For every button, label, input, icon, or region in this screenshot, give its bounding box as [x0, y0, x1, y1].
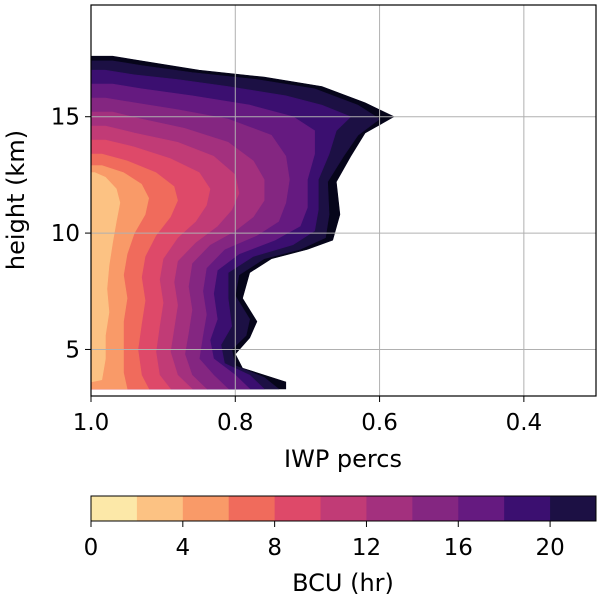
- x-tick-label: 1.0: [73, 410, 110, 436]
- colorbar-ticks: 0 4 8 12 16 20: [84, 521, 565, 561]
- colorbar-tick-label: 20: [535, 535, 564, 561]
- plot-frame: [90, 4, 597, 397]
- colorbar-segment: [274, 496, 322, 521]
- colorbar-frame: [90, 495, 597, 522]
- colorbar: [91, 496, 597, 521]
- colorbar-segment: [182, 496, 230, 521]
- contour-band-2: [91, 172, 121, 383]
- x-axis: 1.0 0.8 0.6 0.4: [73, 396, 542, 436]
- colorbar-tick-label: 0: [84, 535, 99, 561]
- colorbar-segment: [366, 496, 413, 521]
- colorbar-tick-label: 8: [267, 535, 282, 561]
- x-axis-label: IWP percs: [284, 445, 402, 473]
- colorbar-segment: [228, 496, 276, 521]
- x-tick-label: 0.4: [506, 410, 543, 436]
- colorbar-tick-label: 16: [444, 535, 473, 561]
- colorbar-segment: [504, 496, 551, 521]
- colorbar-segment: [320, 496, 367, 521]
- colorbar-segment: [458, 496, 505, 521]
- colorbar-segment: [91, 496, 138, 521]
- y-tick-label: 5: [65, 337, 80, 363]
- x-tick-label: 0.6: [361, 410, 398, 436]
- colorbar-tick-label: 4: [175, 535, 190, 561]
- y-axis-label: height (km): [2, 130, 30, 270]
- colorbar-tick-label: 12: [352, 535, 381, 561]
- colorbar-segment: [550, 496, 597, 521]
- y-tick-label: 10: [51, 221, 80, 247]
- colorbar-segment: [412, 496, 459, 521]
- colorbar-segment: [136, 496, 184, 521]
- x-tick-label: 0.8: [217, 410, 254, 436]
- y-tick-label: 15: [51, 105, 80, 131]
- y-axis: 5 10 15: [51, 105, 91, 363]
- colorbar-label: BCU (hr): [292, 569, 394, 597]
